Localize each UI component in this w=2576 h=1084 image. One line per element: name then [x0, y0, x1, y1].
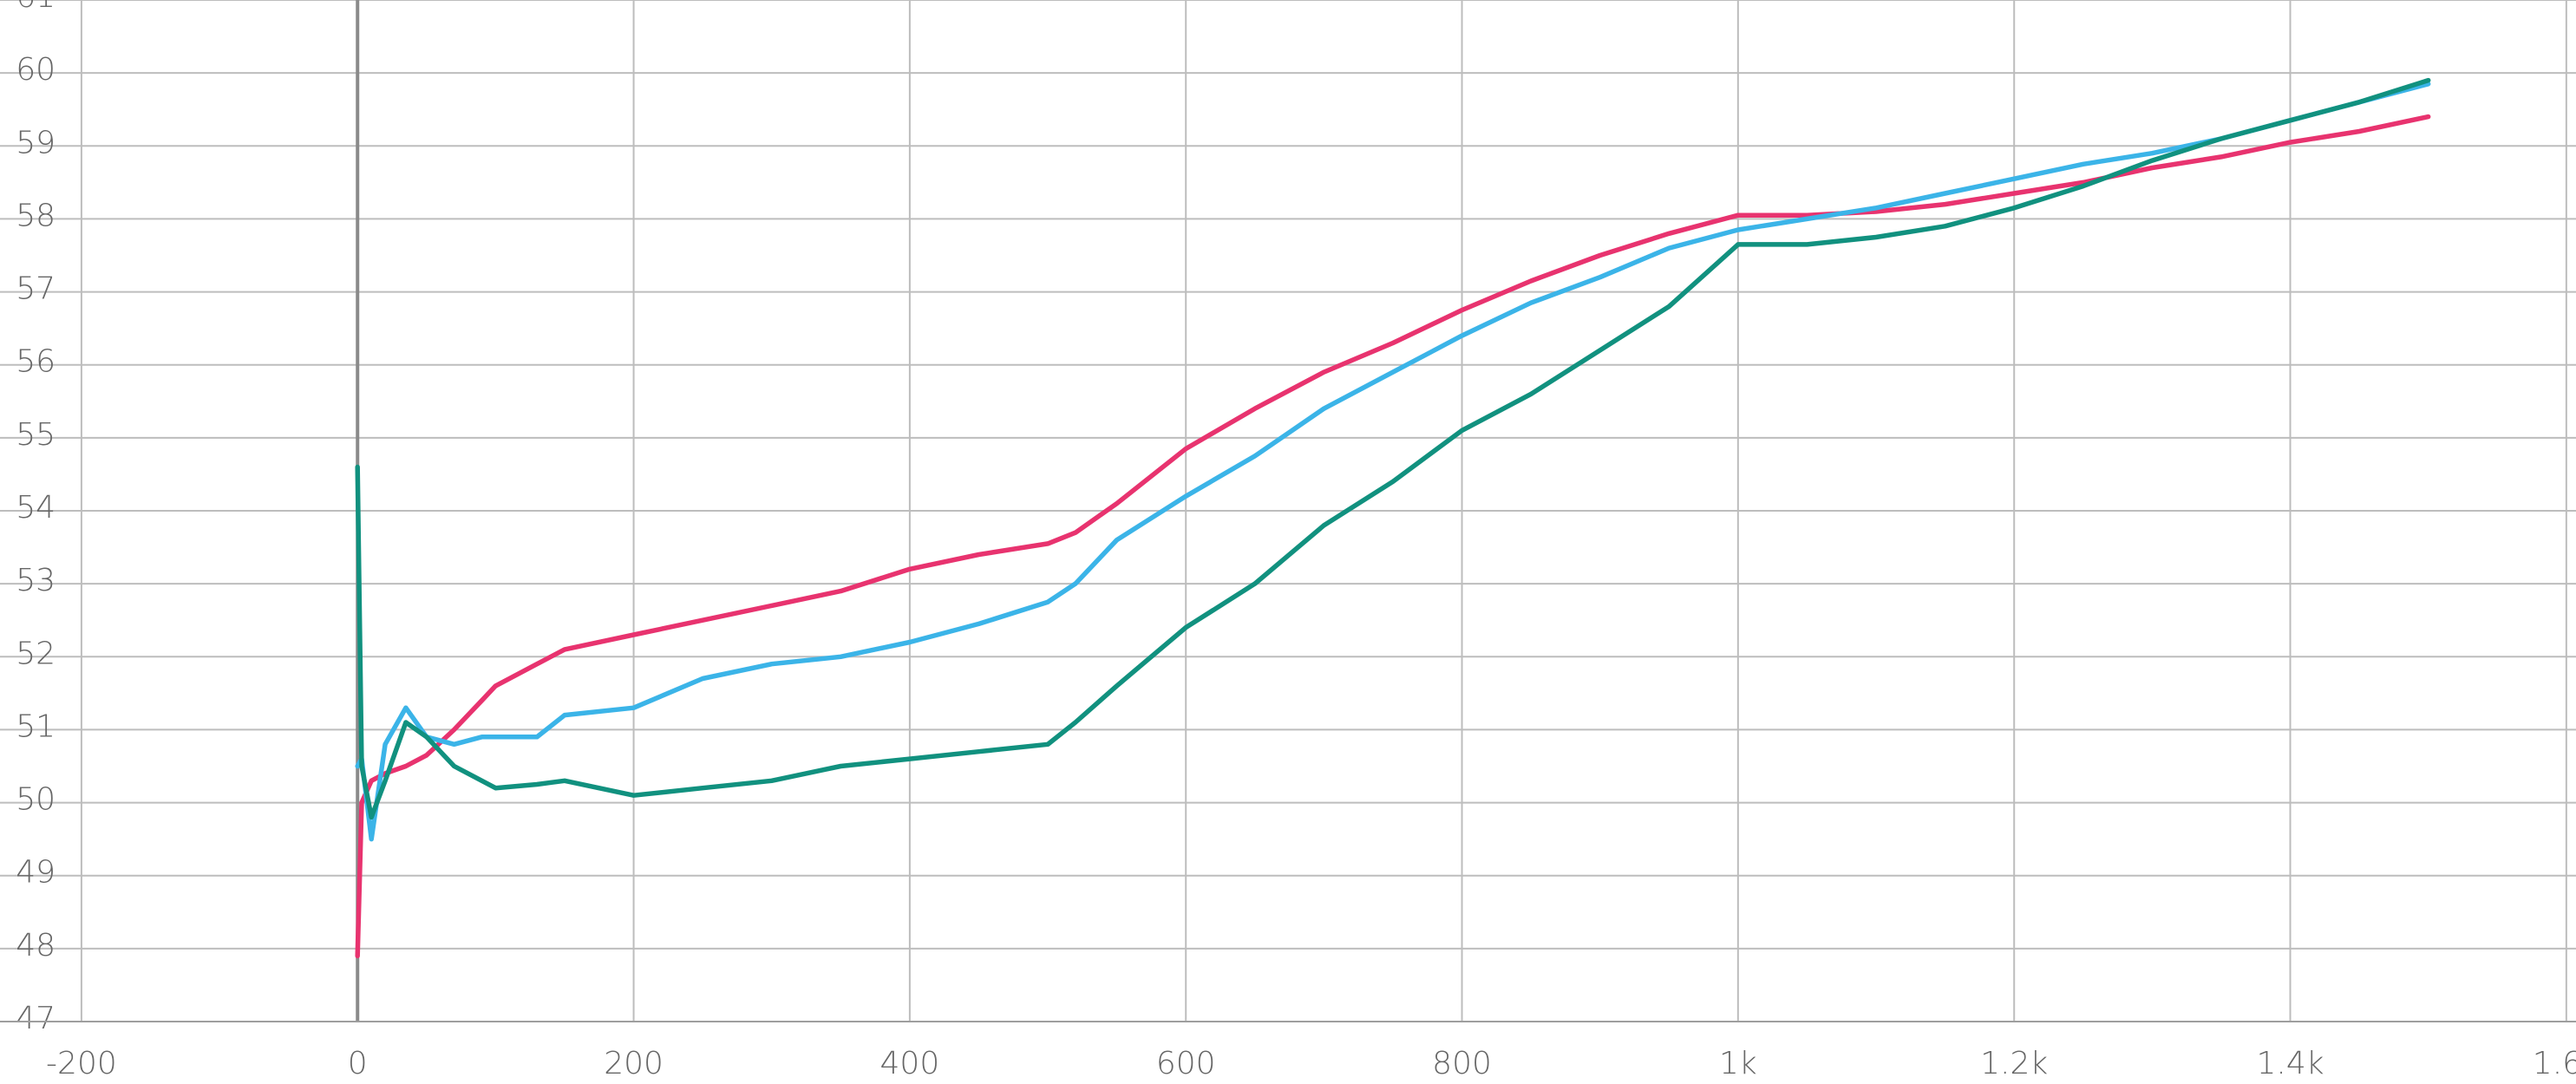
- series-line: [355, 77, 2431, 820]
- x-tick-label: 200: [604, 1046, 664, 1081]
- y-tick-label: 55: [16, 417, 56, 453]
- y-tick-label: 61: [16, 0, 56, 15]
- x-tick-label: 0: [348, 1046, 368, 1081]
- y-tick-label: 53: [16, 563, 56, 598]
- y-tick-label: 49: [16, 855, 56, 891]
- x-tick-label: 400: [880, 1046, 940, 1081]
- y-tick-label: 51: [16, 709, 56, 744]
- y-tick-label: 59: [16, 125, 56, 160]
- y-tick-label: 47: [16, 1001, 56, 1036]
- y-tick-label: 50: [16, 782, 56, 818]
- y-tick-label: 48: [16, 928, 56, 963]
- y-tick-label: 57: [16, 271, 56, 307]
- x-tick-label: 1.2k: [1980, 1046, 2048, 1081]
- y-tick-label: 54: [16, 490, 56, 526]
- y-tick-label: 60: [16, 52, 56, 88]
- series-line: [355, 114, 2431, 959]
- x-tick-label: 600: [1156, 1046, 1216, 1081]
- series-line: [355, 82, 2431, 842]
- x-tick-label: -200: [46, 1046, 117, 1081]
- x-tick-label: 1.6k: [2533, 1046, 2576, 1081]
- y-tick-label: 56: [16, 344, 56, 380]
- y-tick-label: 52: [16, 636, 56, 671]
- x-tick-label: 800: [1432, 1046, 1492, 1081]
- x-tick-label: 1k: [1719, 1046, 1757, 1081]
- y-tick-label: 58: [16, 198, 56, 233]
- x-tick-label: 1.4k: [2256, 1046, 2324, 1081]
